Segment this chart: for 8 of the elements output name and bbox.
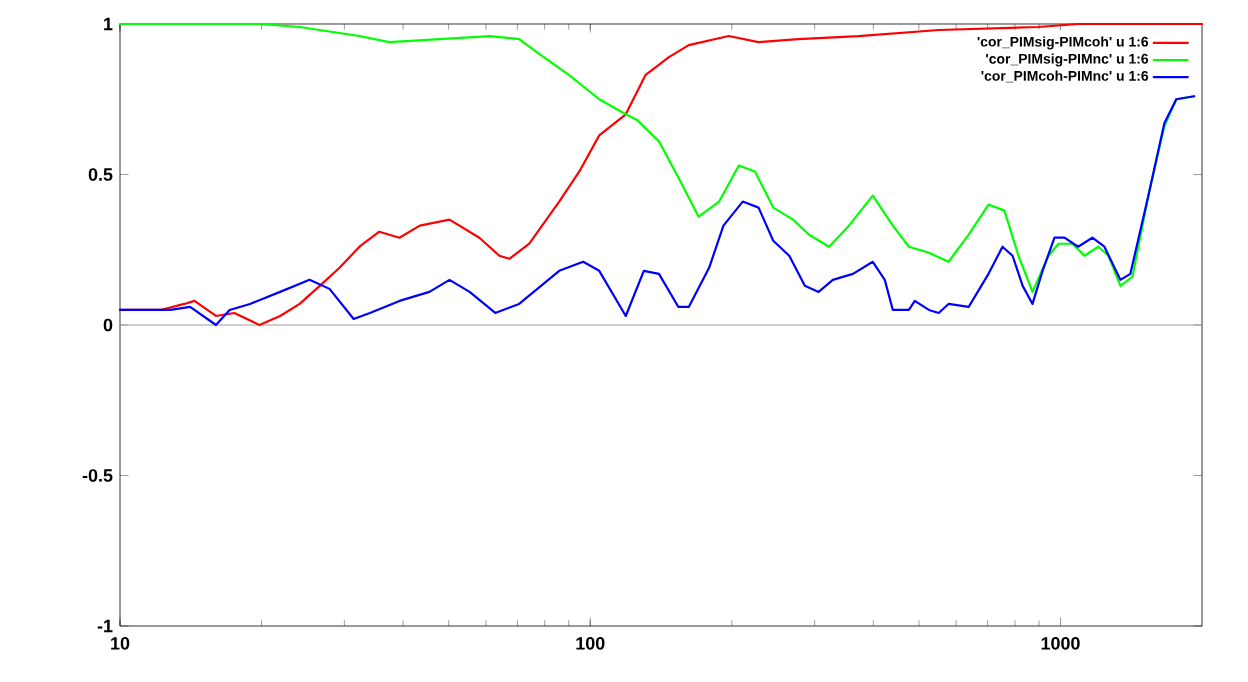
x-tick-label: 10 — [111, 637, 130, 650]
y-tick-label: -0.5 — [82, 469, 113, 482]
y-tick-label: 1 — [104, 17, 113, 31]
x-tick-label: 100 — [576, 637, 605, 650]
x-tick-label: 1000 — [1041, 637, 1080, 650]
y-tick-label: 0.5 — [88, 168, 113, 181]
y-tick-label: -1 — [97, 619, 113, 633]
y-tick-label: 0 — [103, 318, 113, 332]
